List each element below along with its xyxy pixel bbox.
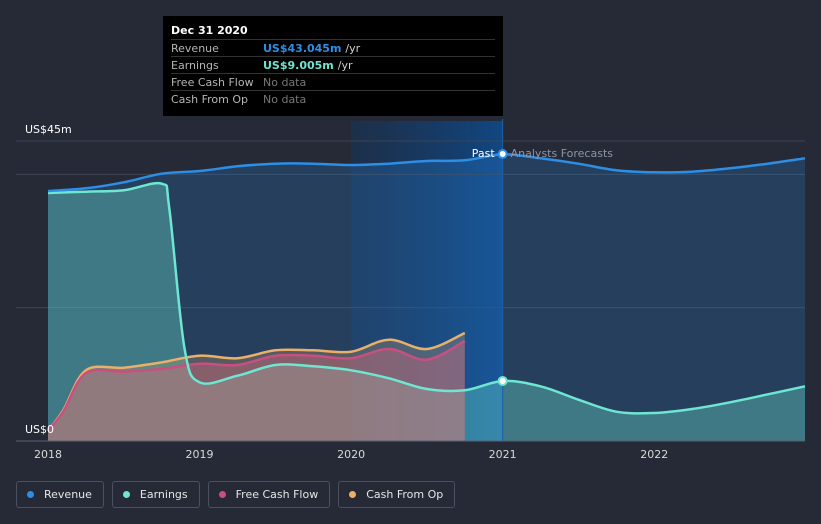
legend-item-revenue[interactable]: Revenue [16, 481, 104, 508]
legend-dot-earnings [122, 491, 130, 498]
tooltip-unit-earnings: /yr [337, 59, 353, 72]
legend-item-cash-from-op[interactable]: Cash From Op [338, 481, 456, 508]
cash-from-op-area [48, 333, 465, 441]
y-axis-top-label: US$45m [25, 123, 72, 136]
legend-dot-revenue [27, 491, 34, 498]
y-axis-bottom-label: US$0 [25, 423, 54, 436]
tooltip: Dec 31 2020 Revenue US$43.045m /yr Earni… [163, 16, 503, 116]
tooltip-row-revenue: Revenue US$43.045m /yr [171, 39, 495, 56]
revenue-area [48, 154, 805, 441]
revenue-marker [497, 149, 508, 160]
tooltip-value-cash-from-op: No data [263, 93, 307, 106]
free-cash-flow-area [48, 341, 465, 441]
tooltip-value-revenue: US$43.045m [263, 42, 342, 55]
legend-label-cash-from-op: Cash From Op [366, 488, 444, 501]
past-label: Past [472, 147, 496, 160]
legend-item-free-cash-flow[interactable]: Free Cash Flow [207, 481, 331, 508]
x-tick-label-2020: 2020 [337, 448, 365, 461]
forecast-label: Analysts Forecasts [511, 147, 614, 160]
tooltip-row-cash-from-op: Cash From Op No data [171, 90, 495, 107]
tooltip-row-earnings: Earnings US$9.005m /yr [171, 56, 495, 73]
x-tick-label-2018: 2018 [34, 448, 62, 461]
earnings-marker [497, 375, 508, 386]
tooltip-unit-revenue: /yr [345, 42, 361, 55]
tooltip-label-cash-from-op: Cash From Op [171, 93, 249, 106]
tooltip-label-earnings: Earnings [171, 59, 219, 72]
x-tick-label-2019: 2019 [186, 448, 214, 461]
legend-label-revenue: Revenue [44, 488, 92, 501]
legend-dot-free-cash-flow [218, 491, 226, 498]
legend-label-free-cash-flow: Free Cash Flow [235, 488, 319, 501]
x-tick-label-2022: 2022 [640, 448, 668, 461]
legend: Revenue Earnings Free Cash Flow Cash Fro… [16, 481, 463, 508]
legend-item-earnings[interactable]: Earnings [111, 481, 200, 508]
tooltip-label-free-cash-flow: Free Cash Flow [171, 76, 254, 89]
revenue-line [47, 153, 806, 193]
tooltip-value-free-cash-flow: No data [263, 76, 307, 89]
earnings-line [47, 181, 806, 415]
tooltip-value-earnings: US$9.005m [263, 59, 334, 72]
tooltip-date: Dec 31 2020 [171, 24, 248, 37]
legend-label-earnings: Earnings [139, 488, 188, 501]
free-cash-flow-line [47, 339, 466, 432]
x-tick-label-2021: 2021 [489, 448, 517, 461]
tooltip-label-revenue: Revenue [171, 42, 219, 55]
cash-from-op-line [46, 331, 466, 432]
legend-dot-cash-from-op [349, 491, 357, 498]
tooltip-row-free-cash-flow: Free Cash Flow No data [171, 73, 495, 90]
